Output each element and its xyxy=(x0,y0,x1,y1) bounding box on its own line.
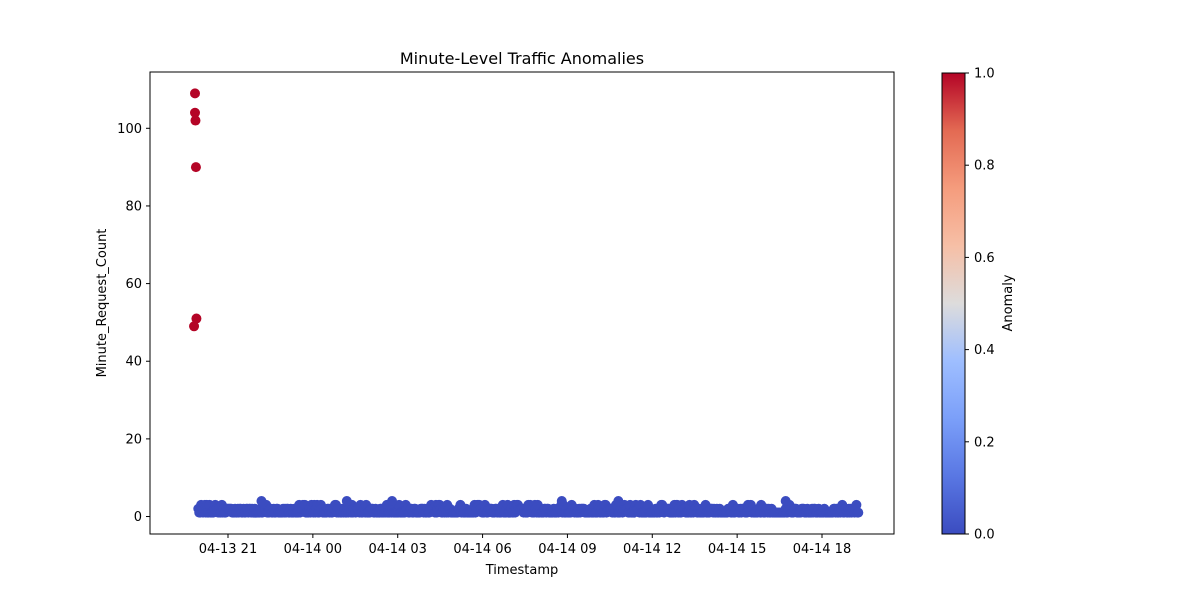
data-point xyxy=(851,499,862,510)
colorbar-tick-label: 0.2 xyxy=(974,435,995,450)
chart-title: Minute-Level Traffic Anomalies xyxy=(400,49,644,68)
colorbar-tick-label: 0.6 xyxy=(974,251,995,266)
y-tick-label: 0 xyxy=(134,510,142,525)
data-point xyxy=(190,88,200,99)
data-point xyxy=(341,496,352,506)
x-tick-label: 04-14 00 xyxy=(284,542,342,557)
plot-frame xyxy=(149,71,895,535)
x-tick-label: 04-14 06 xyxy=(453,542,511,557)
x-axis-ticks: 04-13 21 04-14 00 04-14 03 04-14 06 04-14 09… xyxy=(199,534,851,557)
colorbar-tick-label: 0.8 xyxy=(974,159,995,174)
y-axis-label: Minute_Request_Count xyxy=(95,229,110,378)
data-point xyxy=(190,107,200,118)
colorbar-label: Anomaly xyxy=(1001,274,1016,331)
data-point xyxy=(613,496,624,506)
y-tick-label: 40 xyxy=(125,355,142,370)
colorbar-tick-label: 1.0 xyxy=(974,67,995,82)
x-tick-label: 04-14 09 xyxy=(538,542,596,557)
y-tick-label: 80 xyxy=(125,199,142,214)
data-point xyxy=(256,496,267,506)
x-axis-label: Timestamp xyxy=(485,563,559,578)
y-tick-label: 60 xyxy=(125,277,142,292)
data-point xyxy=(387,496,398,506)
data-point xyxy=(191,313,202,324)
colorbar-tick-label: 0.0 xyxy=(974,528,995,543)
y-axis-ticks: 0 20 40 60 80 100 xyxy=(117,122,150,525)
colorbar-ticks: 0.0 0.2 0.4 0.6 0.8 1.0 xyxy=(965,67,995,543)
x-tick-label: 04-14 12 xyxy=(623,542,681,557)
x-tick-label: 04-14 03 xyxy=(368,542,426,557)
data-point xyxy=(556,496,567,506)
y-tick-label: 20 xyxy=(125,432,142,447)
y-tick-label: 100 xyxy=(117,122,142,137)
x-tick-label: 04-13 21 xyxy=(199,542,257,557)
data-point xyxy=(780,496,791,506)
points-layer xyxy=(189,88,864,518)
x-tick-label: 04-14 15 xyxy=(708,542,766,557)
x-tick-label: 04-14 18 xyxy=(793,542,851,557)
data-point xyxy=(643,499,654,510)
colorbar xyxy=(941,72,966,535)
data-point xyxy=(853,507,864,518)
data-point xyxy=(190,162,201,173)
data-point xyxy=(190,115,201,126)
data-point xyxy=(189,321,200,332)
colorbar-tick-label: 0.4 xyxy=(974,343,995,358)
